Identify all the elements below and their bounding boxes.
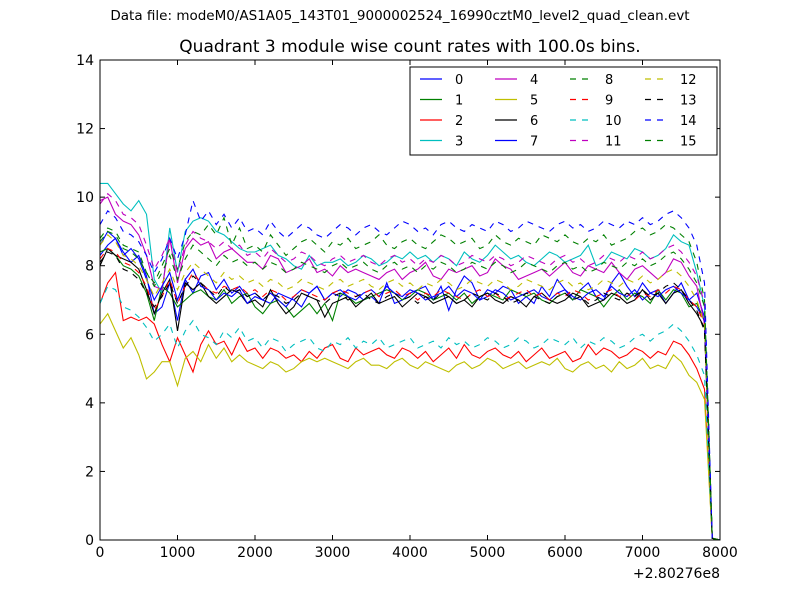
- legend-label-3: 3: [455, 135, 463, 150]
- series-line-8: [100, 216, 720, 540]
- series-line-6: [100, 247, 720, 540]
- legend-label-1: 1: [455, 94, 463, 109]
- x-tick-label: 2000: [237, 545, 273, 561]
- series-line-2: [100, 271, 720, 540]
- series-line-0: [100, 237, 720, 540]
- y-tick-label: 14: [76, 53, 94, 69]
- axis-ticks: 0 1000 2000 3000 4000 5000 6000 7000 80000246810…: [76, 53, 738, 561]
- y-tick-label: 8: [85, 259, 94, 275]
- y-tick-label: 10: [76, 190, 94, 206]
- legend-label-7: 7: [530, 135, 538, 150]
- series-line-10: [100, 285, 720, 540]
- x-tick-label: 3000: [315, 545, 351, 561]
- series-line-7: [100, 230, 720, 540]
- x-tick-label: 8000: [702, 545, 738, 561]
- series-line-12: [100, 234, 720, 540]
- legend-label-14: 14: [680, 114, 697, 129]
- y-tick-label: 2: [85, 464, 94, 480]
- plot-lines: [100, 182, 720, 540]
- x-tick-label: 5000: [470, 545, 506, 561]
- series-line-4: [100, 196, 720, 540]
- y-tick-label: 4: [85, 396, 94, 412]
- series-line-15: [100, 230, 720, 540]
- figure-suptitle: Data file: modeM0/AS1A05_143T01_90000025…: [110, 8, 690, 24]
- x-tick-label: 7000: [625, 545, 661, 561]
- legend-label-4: 4: [530, 73, 538, 88]
- x-tick-label: 1000: [160, 545, 196, 561]
- series-line-13: [100, 251, 720, 540]
- chart-title: Quadrant 3 module wise count rates with …: [179, 37, 641, 57]
- legend-label-15: 15: [680, 135, 697, 150]
- legend-label-8: 8: [605, 73, 613, 88]
- x-offset-label: +2.80276e8: [633, 566, 720, 582]
- legend-label-0: 0: [455, 73, 463, 88]
- y-tick-label: 0: [85, 533, 94, 549]
- x-tick-label: 4000: [392, 545, 428, 561]
- legend-label-12: 12: [680, 73, 697, 88]
- series-line-3: [100, 182, 720, 540]
- legend-label-13: 13: [680, 94, 697, 109]
- y-tick-label: 12: [76, 122, 94, 138]
- legend-label-10: 10: [605, 114, 622, 129]
- y-tick-label: 6: [85, 327, 94, 343]
- series-line-5: [100, 312, 720, 540]
- x-tick-label: 0: [96, 545, 105, 561]
- legend-label-5: 5: [530, 94, 538, 109]
- legend-label-6: 6: [530, 114, 538, 129]
- series-line-9: [100, 247, 720, 540]
- series-line-14: [100, 198, 720, 540]
- x-tick-label: 6000: [547, 545, 583, 561]
- legend-label-2: 2: [455, 114, 463, 129]
- legend-label-9: 9: [605, 94, 613, 109]
- legend-box: [409, 66, 718, 156]
- legend-label-11: 11: [605, 135, 622, 150]
